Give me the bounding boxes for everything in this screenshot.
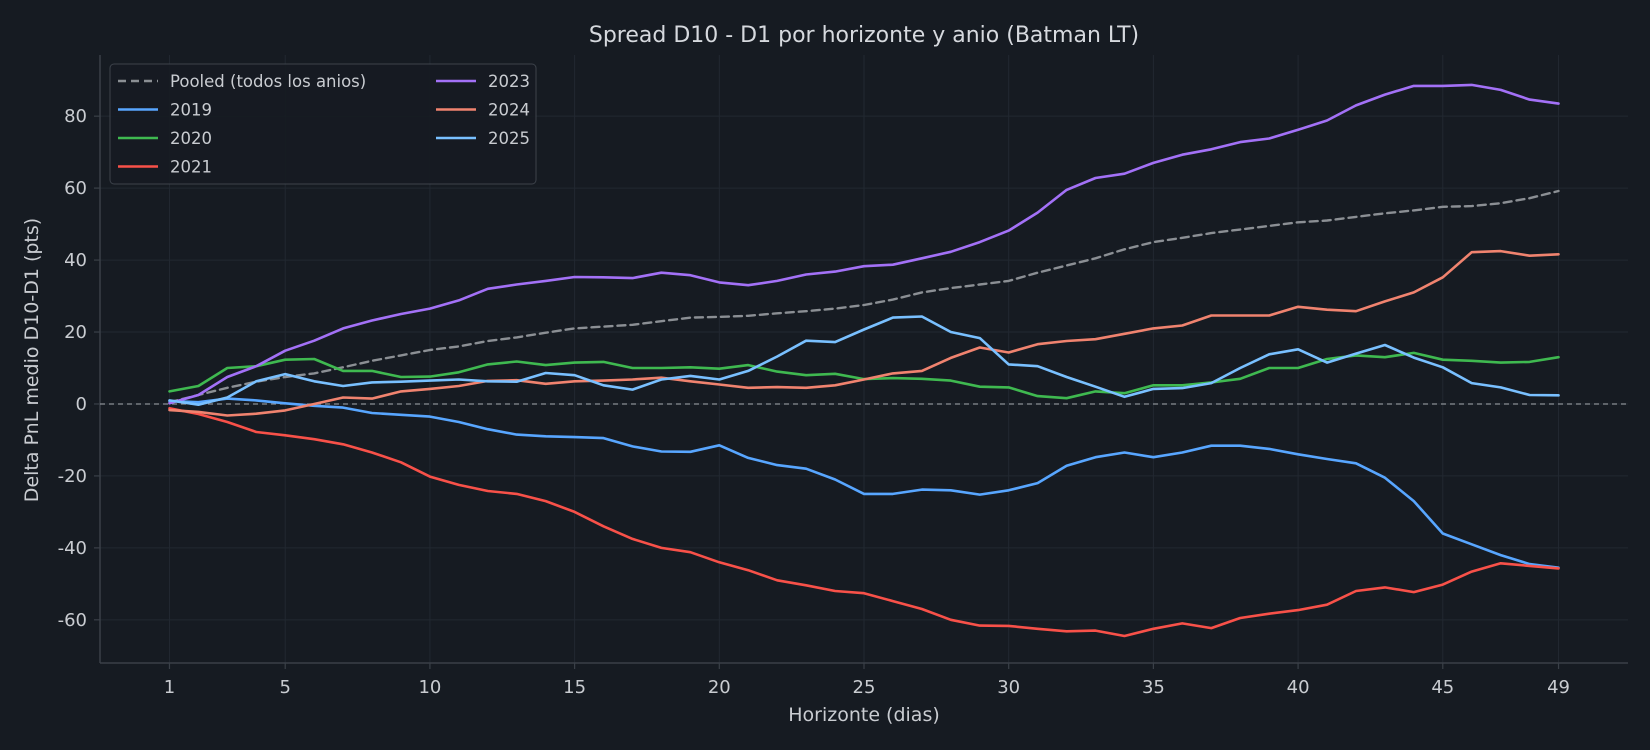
x-tick-label: 40 (1287, 677, 1310, 698)
y-tick-label: 20 (64, 322, 87, 343)
series-line-2021 (168, 406, 1560, 638)
y-tick-label: -60 (58, 610, 87, 631)
legend-label: 2021 (170, 158, 212, 177)
x-tick-label: 30 (997, 677, 1020, 698)
y-tick-label: 80 (64, 106, 87, 127)
legend: Pooled (todos los anios) 2019 2020 2021 2023… (109, 63, 537, 185)
legend-box (109, 63, 537, 185)
x-tick-label: 10 (418, 677, 441, 698)
y-tick-label: 40 (64, 250, 87, 271)
x-tick-label: 35 (1142, 677, 1165, 698)
x-tick-label: 49 (1547, 677, 1570, 698)
legend-label: 2023 (488, 72, 530, 91)
y-tick-label: 60 (64, 178, 87, 199)
y-axis-label: Delta PnL medio D10-D1 (pts) (21, 218, 43, 502)
y-tick-label: -20 (58, 466, 87, 487)
series-line-2023 (168, 83, 1560, 405)
legend-label: 2025 (488, 129, 530, 148)
legend-label: 2024 (488, 101, 530, 120)
series-group (168, 83, 1560, 638)
chart-title: Spread D10 - D1 por horizonte y anio (Ba… (589, 23, 1139, 48)
x-axis-label: Horizonte (dias) (788, 704, 940, 726)
series-line-2025 (168, 315, 1560, 407)
legend-label: Pooled (todos los anios) (170, 72, 366, 91)
x-tick-label: 1 (164, 677, 175, 698)
series-line-2019 (168, 397, 1560, 570)
x-tick-label: 5 (279, 677, 290, 698)
x-tick-label: 45 (1431, 677, 1454, 698)
series-line-2024 (168, 249, 1560, 417)
legend-label: 2020 (170, 129, 212, 148)
x-tick-label: 25 (853, 677, 876, 698)
legend-label: 2019 (170, 101, 212, 120)
y-tick-label: 0 (76, 394, 87, 415)
x-tick-label: 15 (563, 677, 586, 698)
series-line-pooled (168, 189, 1560, 404)
y-tick-label: -40 (58, 538, 87, 559)
x-tick-label: 20 (708, 677, 731, 698)
